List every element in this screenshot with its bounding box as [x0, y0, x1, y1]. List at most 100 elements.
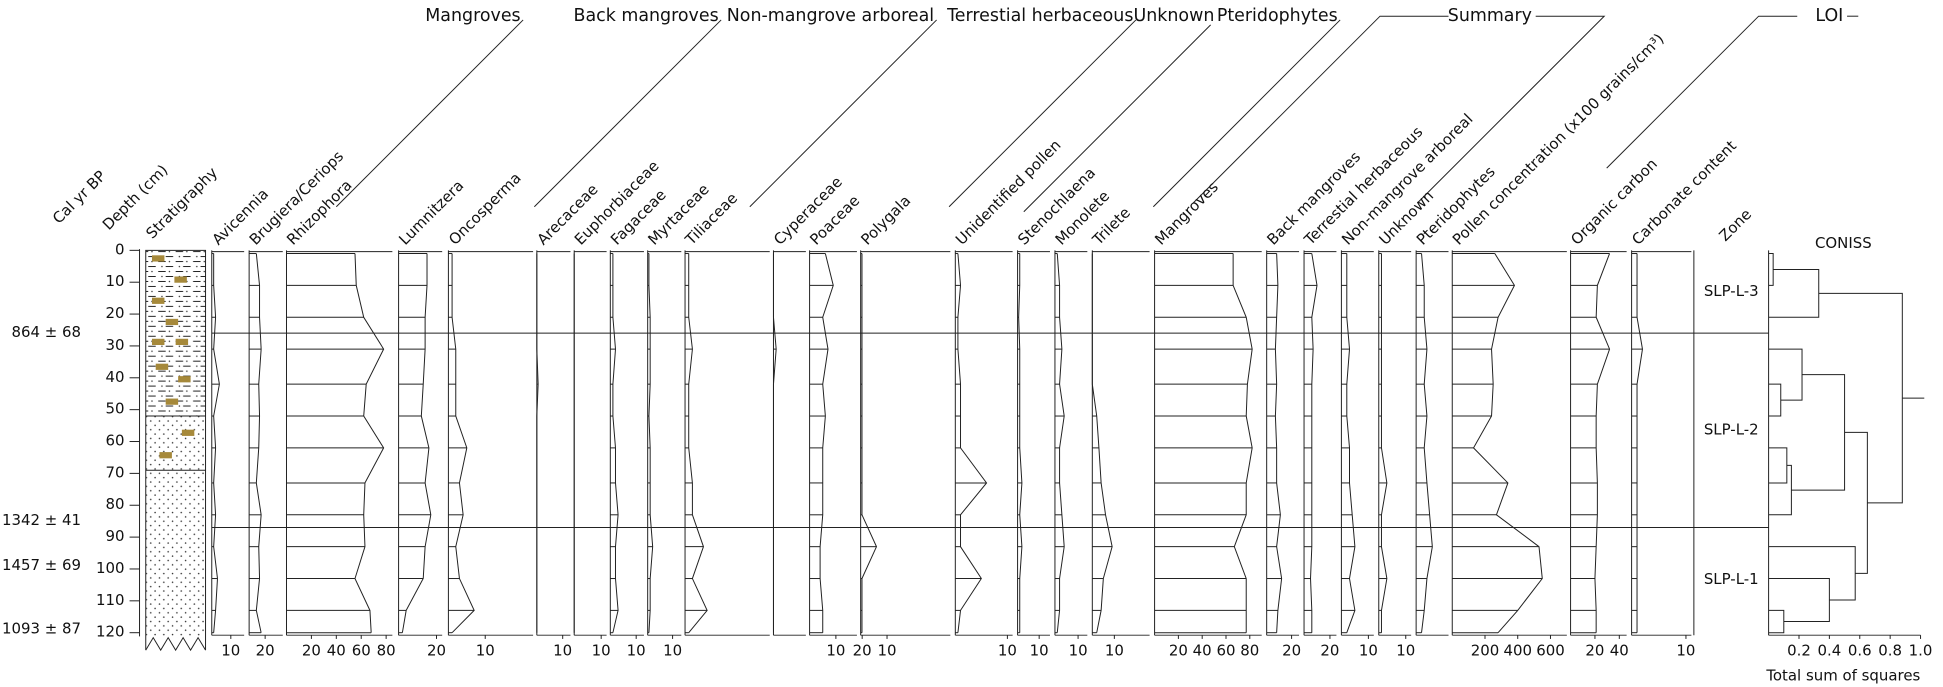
- x-tick-label: 10: [476, 641, 495, 659]
- x-tick-label: 20: [256, 641, 275, 659]
- age-label: 864 ± 68: [11, 323, 81, 341]
- curve: [401, 253, 432, 633]
- x-tick-label: 20: [302, 641, 321, 659]
- curve: [1056, 253, 1065, 633]
- curve: [536, 253, 539, 633]
- shell-fragment: [175, 338, 189, 345]
- curve: [255, 253, 262, 633]
- dendrogram-link: [1768, 464, 1792, 516]
- curve: [612, 253, 619, 633]
- x-tick-label: 10: [826, 641, 845, 659]
- y-tick-label: 10: [106, 272, 125, 290]
- curve: [1380, 253, 1388, 633]
- dendrogram-link: [1768, 253, 1774, 286]
- zone-label: Zone: [1715, 205, 1755, 245]
- x-tick-label: 10: [627, 641, 646, 659]
- x-tick-label: 10: [998, 641, 1017, 659]
- dendrogram-link: [1768, 383, 1782, 417]
- curve: [861, 253, 878, 633]
- x-tick-label: 1.0: [1909, 641, 1933, 659]
- x-tick-label: 0.6: [1848, 641, 1872, 659]
- strat-border: [145, 249, 207, 651]
- group-line: [1152, 19, 1341, 208]
- x-tick-label: 20: [853, 641, 872, 659]
- shell-fragment: [155, 363, 169, 370]
- y-tick-label: 50: [106, 400, 125, 418]
- x-tick-label: 40: [1193, 641, 1212, 659]
- shell-fragment: [151, 297, 165, 304]
- shell-fragment: [151, 338, 165, 345]
- stratigraphy: [145, 249, 207, 652]
- zone-label: SLP-L-3: [1704, 282, 1759, 300]
- x-tick-label: 600: [1536, 641, 1565, 659]
- coniss-title: CONISS: [1815, 234, 1872, 252]
- x-tick-label: 20: [1320, 641, 1339, 659]
- group-title: LOI: [1815, 6, 1843, 26]
- curve: [957, 253, 988, 633]
- curve: [1310, 253, 1318, 633]
- x-tick-label: 20: [1169, 641, 1188, 659]
- curve: [1472, 253, 1543, 634]
- curve: [213, 253, 220, 633]
- y-tick-label: 60: [106, 432, 125, 450]
- x-tick-label: 80: [1240, 641, 1259, 659]
- coniss-xlabel: Total sum of squares: [1765, 666, 1920, 684]
- x-tick-label: 0.2: [1787, 641, 1811, 659]
- dendrogram-link: [1844, 431, 1868, 574]
- x-tick-label: 200: [1471, 641, 1500, 659]
- group-line: [1417, 15, 1606, 204]
- x-tick-label: 60: [352, 641, 371, 659]
- x-tick-label: 40: [1610, 641, 1629, 659]
- curve: [772, 253, 777, 633]
- y-tick-label: 90: [106, 527, 125, 545]
- x-tick-label: 0.4: [1817, 641, 1841, 659]
- x-tick-label: 10: [1030, 641, 1049, 659]
- y-tick-label: 110: [96, 591, 125, 609]
- group-line: [749, 19, 937, 208]
- x-tick-label: 20: [1282, 641, 1301, 659]
- curve: [688, 253, 708, 634]
- group-line: [1192, 15, 1449, 204]
- curve: [648, 253, 654, 633]
- x-tick-label: 10: [553, 641, 572, 659]
- shell-fragment: [151, 255, 165, 262]
- curve: [819, 253, 834, 633]
- group-title: Mangroves: [425, 6, 520, 26]
- group-line: [533, 19, 722, 208]
- panel-title: Mangroves: [1151, 178, 1222, 249]
- x-tick-label: 20: [1585, 641, 1604, 659]
- curve: [451, 253, 475, 634]
- y-tick-label: 20: [106, 304, 125, 322]
- group-line: [1606, 15, 1798, 169]
- panel-title: Polygala: [857, 192, 914, 249]
- group-title: Summary: [1448, 6, 1532, 26]
- x-tick-label: 60: [1216, 641, 1235, 659]
- dendrogram-link: [1818, 292, 1903, 504]
- age-label: 1457 ± 69: [2, 556, 81, 574]
- y-tick-label: 40: [106, 368, 125, 386]
- age-label: 1342 ± 41: [2, 511, 81, 529]
- age-label: 1093 ± 87: [2, 620, 81, 638]
- y-tick-label: 100: [96, 559, 125, 577]
- y-tick-label: 120: [96, 623, 125, 641]
- group-title: Back mangroves: [574, 6, 719, 26]
- group-title: Pteridophytes: [1217, 6, 1338, 26]
- shell-fragment: [174, 276, 187, 283]
- y-tick-label: 30: [106, 336, 125, 354]
- panel-title: Unidentified pollen: [952, 136, 1065, 249]
- x-tick-label: 10: [592, 641, 611, 659]
- curve: [1018, 253, 1023, 633]
- dendrogram-link: [1768, 348, 1803, 401]
- group-line: [335, 19, 524, 208]
- group-title: Terrestial herbaceous: [946, 6, 1133, 26]
- shell-fragment: [165, 318, 179, 326]
- curve: [1232, 253, 1253, 633]
- group-title: Non-mangrove arboreal: [727, 6, 934, 26]
- zone-label: SLP-L-2: [1704, 420, 1759, 438]
- x-tick-label: 40: [327, 641, 346, 659]
- x-tick-label: 10: [878, 641, 897, 659]
- y-tick-label: 80: [106, 495, 125, 513]
- curve: [1636, 253, 1643, 633]
